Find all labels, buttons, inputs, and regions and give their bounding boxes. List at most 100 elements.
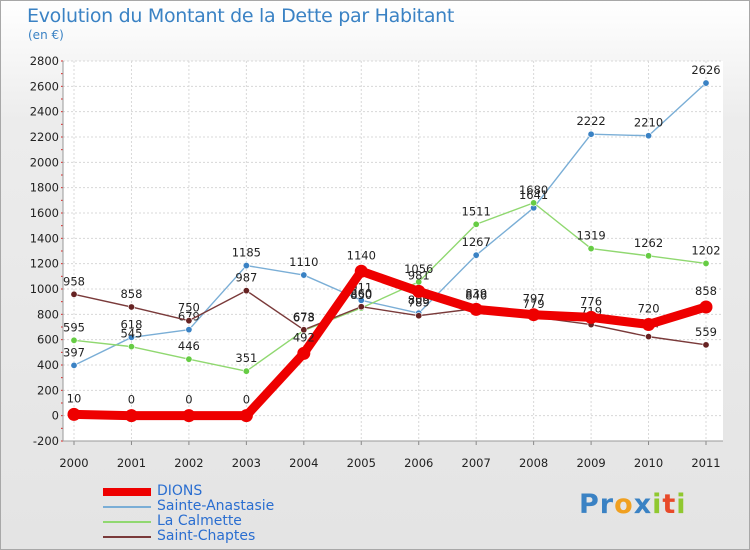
data-label-sainte-anastasie: 1641 [519, 188, 548, 202]
legend-swatch-sainte-anastasie [103, 506, 151, 508]
data-label-sainte-anastasie: 2222 [576, 114, 605, 128]
y-tick-label: 2200 [30, 130, 59, 144]
data-point-dions [297, 346, 311, 360]
data-point-saint-chaptes [357, 303, 365, 311]
logo-letter: r [599, 489, 615, 520]
data-label-dions: 492 [293, 330, 315, 344]
data-point-dions [182, 409, 196, 423]
data-label-dions: 0 [243, 393, 250, 407]
x-tick-label: 2007 [462, 456, 491, 470]
data-label-sainte-anastasie: 679 [178, 310, 200, 324]
data-label-sainte-anastasie: 1267 [462, 235, 491, 249]
data-point-dions [354, 264, 368, 278]
data-point-dions [699, 300, 713, 314]
logo-letter: x [633, 489, 653, 520]
data-label-sainte-anastasie: 2210 [634, 116, 663, 130]
plot-area [63, 61, 723, 441]
data-label-la-calmette: 595 [63, 320, 85, 334]
data-label-dions: 981 [408, 268, 430, 282]
data-label-dions: 0 [128, 393, 135, 407]
y-tick-label: 0 [52, 409, 59, 423]
x-tick-label: 2010 [634, 456, 663, 470]
logo-letter: i [652, 489, 663, 520]
data-point-saint-chaptes [702, 341, 710, 349]
data-label-la-calmette: 1511 [462, 204, 491, 218]
y-tick-label: 400 [37, 358, 59, 372]
data-label-dions: 10 [67, 391, 82, 405]
data-point-sainte-anastasie [242, 262, 250, 270]
data-label-saint-chaptes: 987 [235, 271, 257, 285]
data-label-dions: 776 [580, 294, 602, 308]
data-point-saint-chaptes [185, 317, 193, 325]
chart-title: Evolution du Montant de la Dette par Hab… [27, 5, 455, 27]
data-point-sainte-anastasie [587, 130, 595, 138]
data-label-saint-chaptes: 779 [523, 297, 545, 311]
x-tick-label: 2009 [576, 456, 605, 470]
data-label-saint-chaptes: 860 [350, 287, 372, 301]
legend-label-dions: DIONS [157, 483, 203, 499]
data-point-dions [67, 407, 81, 421]
line-chart: -200020040060080010001200140016001800200… [30, 54, 723, 470]
data-point-la-calmette [645, 252, 653, 260]
data-label-saint-chaptes: 846 [465, 289, 487, 303]
data-point-la-calmette [530, 199, 538, 207]
series-line-saint-chaptes [73, 289, 707, 346]
data-point-la-calmette [472, 220, 480, 228]
legend-swatch-la-calmette [103, 521, 151, 523]
data-point-sainte-anastasie [645, 132, 653, 140]
x-tick-label: 2003 [232, 456, 261, 470]
data-label-saint-chaptes: 559 [695, 325, 717, 339]
data-point-sainte-anastasie [300, 271, 308, 279]
data-label-la-calmette: 850 [350, 288, 372, 302]
data-label-saint-chaptes: 858 [120, 287, 142, 301]
y-tick-label: 1400 [30, 231, 59, 245]
y-tick-label: 1800 [30, 181, 59, 195]
data-label-sainte-anastasie: 618 [120, 317, 142, 331]
series-la-calmette: 595 545 446 351 673 850 1056 1511 1680 1319 1262 12… [63, 183, 721, 375]
y-tick-label: 200 [37, 383, 59, 397]
series-line-sainte-anastasie [73, 82, 707, 367]
logo-letter: o [614, 489, 634, 520]
series-line-la-calmette [73, 202, 707, 372]
y-tick-label: 1000 [30, 282, 59, 296]
data-label-saint-chaptes: 789 [408, 296, 430, 310]
data-label-dions: 858 [695, 284, 717, 298]
series-saint-chaptes: 958858750987678860789846779719624559 [63, 271, 717, 349]
series-line-dions [69, 266, 711, 421]
data-label-saint-chaptes: 678 [293, 310, 315, 324]
data-label-dions: 720 [638, 301, 660, 315]
x-tick-label: 2000 [59, 456, 88, 470]
data-label-sainte-anastasie: 1110 [289, 255, 318, 269]
data-label-sainte-anastasie: 397 [63, 345, 85, 359]
legend-swatch-dions [103, 488, 151, 496]
data-point-sainte-anastasie [185, 326, 193, 334]
data-point-saint-chaptes [415, 312, 423, 320]
data-point-la-calmette [587, 245, 595, 253]
y-tick-label: -200 [33, 434, 59, 448]
data-point-dions [584, 310, 598, 324]
x-tick-label: 2008 [519, 456, 548, 470]
logo-letter: i [676, 489, 687, 520]
proxiti-logo: Proxiti [579, 489, 687, 520]
y-tick-label: 1200 [30, 257, 59, 271]
y-tick-label: 2600 [30, 79, 59, 93]
logo-letter: t [662, 489, 677, 520]
data-label-la-calmette: 1680 [519, 183, 548, 197]
x-tick-label: 2002 [174, 456, 203, 470]
data-label-dions: 797 [523, 292, 545, 306]
data-label-la-calmette: 1262 [634, 236, 663, 250]
y-tick-label: 600 [37, 333, 59, 347]
data-point-saint-chaptes [300, 326, 308, 334]
data-point-sainte-anastasie [702, 79, 710, 87]
data-label-la-calmette: 545 [120, 327, 142, 341]
data-point-sainte-anastasie [472, 251, 480, 259]
data-label-saint-chaptes: 750 [178, 301, 200, 315]
data-point-dions [527, 308, 541, 322]
legend-label-sainte-anastasie: Sainte-Anastasie [157, 498, 275, 514]
chart-subtitle: (en €) [28, 28, 64, 42]
y-tick-label: 1600 [30, 206, 59, 220]
data-point-la-calmette [127, 343, 135, 351]
data-point-la-calmette [242, 367, 250, 375]
